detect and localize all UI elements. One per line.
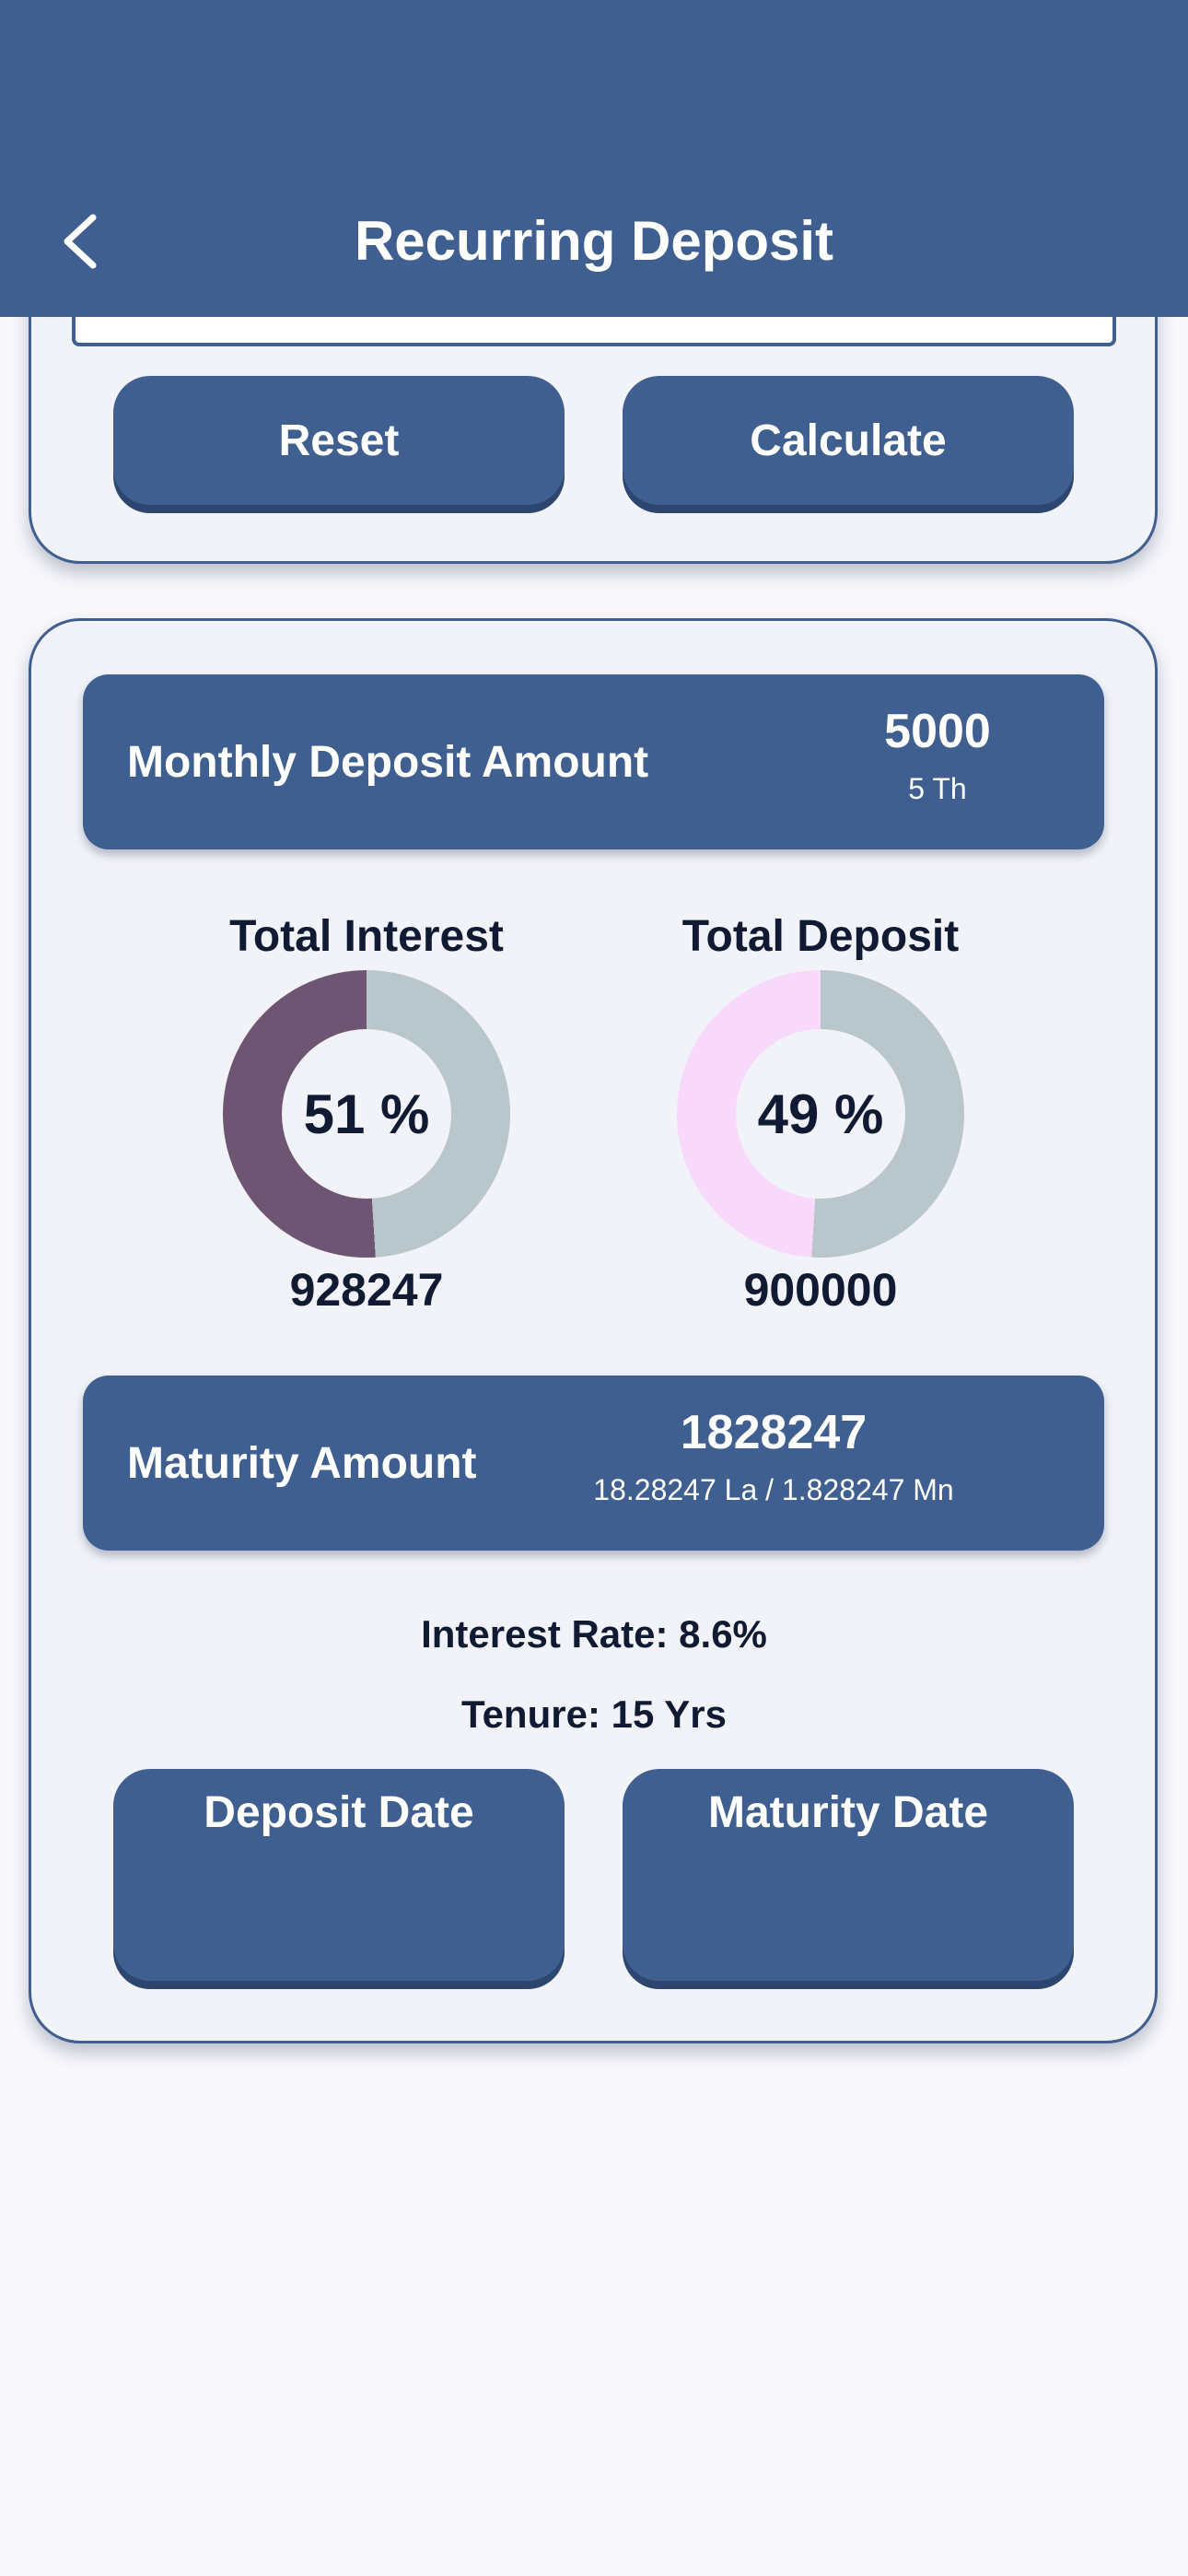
back-button[interactable] xyxy=(48,205,112,278)
tenure-text: Tenure: 15 Yrs xyxy=(461,1692,727,1736)
total-interest-donut: 51 % xyxy=(223,970,510,1258)
deposit-date-button[interactable]: Deposit Date xyxy=(113,1769,565,1981)
monthly-deposit-subvalue: 5 Th xyxy=(908,772,967,805)
maturity-amount-subvalue: 18.28247 La / 1.828247 Mn xyxy=(593,1473,954,1506)
total-deposit-donut: 49 % xyxy=(677,970,964,1258)
deposit-date-label: Deposit Date xyxy=(204,1788,474,1837)
monthly-deposit-label: Monthly Deposit Amount xyxy=(127,737,649,787)
maturity-amount-box: Maturity Amount 1828247 18.28247 La / 1.… xyxy=(83,1376,1104,1551)
page-title: Recurring Deposit xyxy=(354,210,834,272)
maturity-date-button[interactable]: Maturity Date xyxy=(623,1769,1074,1981)
reset-button[interactable]: Reset xyxy=(113,376,565,505)
app-header: Recurring Deposit xyxy=(0,0,1188,317)
calculate-button[interactable]: Calculate xyxy=(623,376,1074,505)
maturity-date-label: Maturity Date xyxy=(707,1788,989,1837)
chevron-left-icon xyxy=(64,214,97,269)
total-interest-percent: 51 % xyxy=(282,1029,451,1199)
total-deposit-title: Total Deposit xyxy=(681,912,960,961)
maturity-amount-label: Maturity Amount xyxy=(127,1438,477,1488)
total-interest-amount: 928247 xyxy=(289,1264,444,1316)
total-deposit-percent: 49 % xyxy=(736,1029,905,1199)
interest-rate-text: Interest Rate: 8.6% xyxy=(421,1612,767,1656)
total-interest-title: Total Interest xyxy=(229,912,504,961)
monthly-deposit-box: Monthly Deposit Amount 5000 5 Th xyxy=(83,674,1104,849)
monthly-deposit-value: 5000 xyxy=(884,705,991,758)
total-deposit-amount: 900000 xyxy=(743,1264,898,1316)
maturity-amount-value: 1828247 xyxy=(680,1406,868,1459)
